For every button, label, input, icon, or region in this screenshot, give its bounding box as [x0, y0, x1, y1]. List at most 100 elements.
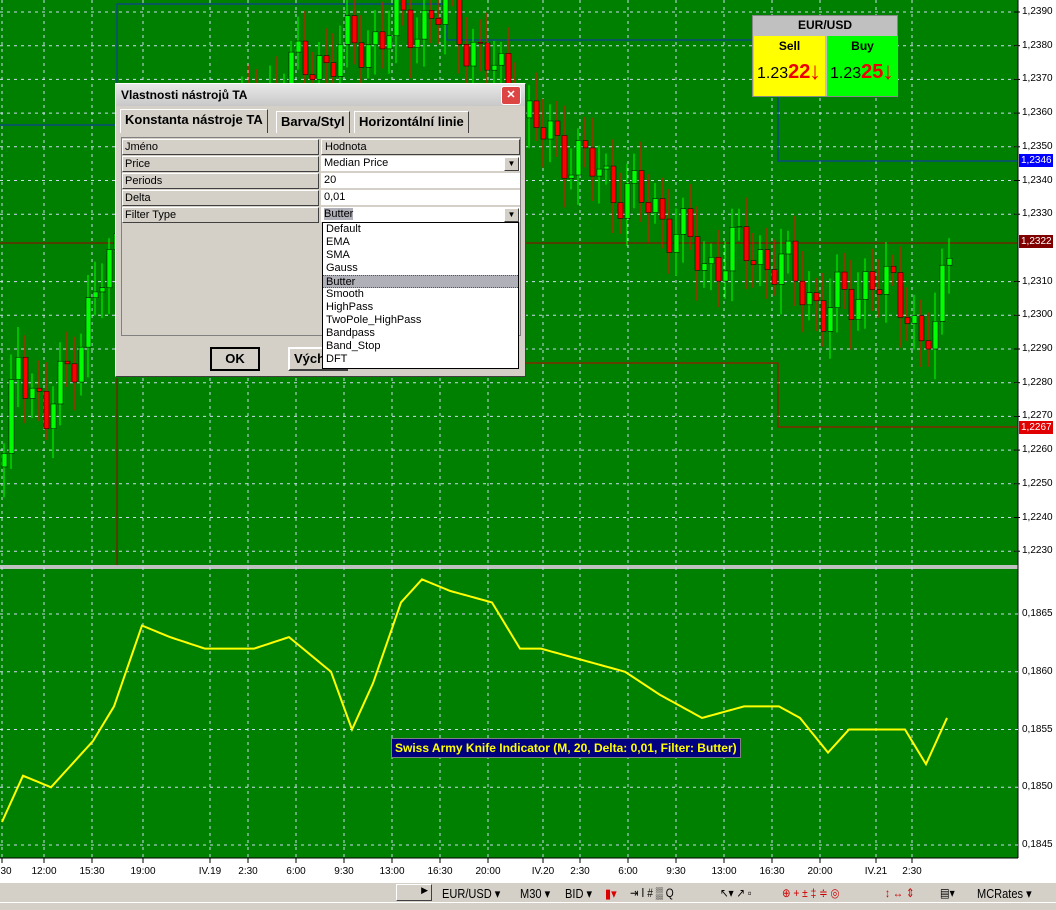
filter-option[interactable]: Band_Stop: [326, 340, 381, 352]
price-label: 1,2330: [1022, 208, 1053, 220]
candle: [652, 198, 659, 213]
candle: [78, 346, 85, 383]
filter-option[interactable]: TwoPole_HighPass: [326, 314, 422, 326]
time-label: 20:00: [475, 866, 501, 877]
tab-horizontal-lines[interactable]: Horizontální linie: [354, 111, 469, 133]
tab-constants[interactable]: Konstanta nástroje TA: [120, 109, 268, 133]
print-icon[interactable]: ▤▾: [940, 886, 955, 900]
time-label: IV.21: [864, 866, 888, 877]
candle: [603, 165, 610, 170]
price-label: 1,2350: [1022, 140, 1053, 152]
candle: [792, 240, 799, 282]
candle: [365, 44, 372, 68]
time-label: IV.20: [531, 866, 555, 877]
candle: [64, 360, 71, 365]
candle: [841, 271, 848, 290]
candle: [372, 31, 379, 46]
price-label: 1,2250: [1022, 477, 1053, 489]
price-select[interactable]: Median Price ▼: [321, 156, 520, 172]
pane-splitter[interactable]: [0, 565, 1018, 569]
filter-option[interactable]: Butter: [323, 275, 518, 288]
source-select[interactable]: MCRates ▾: [977, 886, 1032, 901]
filter-option[interactable]: HighPass: [326, 301, 374, 313]
candle: [498, 53, 505, 66]
down-arrow-icon: ↓: [882, 58, 894, 85]
chevron-down-icon[interactable]: ▼: [504, 157, 519, 171]
filter-option[interactable]: Smooth: [326, 288, 364, 300]
candle: [638, 170, 645, 203]
sell-button[interactable]: Sell 1.2322 ↓: [754, 36, 825, 96]
candle: [484, 42, 491, 71]
candle: [561, 135, 568, 179]
filter-type-select[interactable]: Butter ▼: [321, 207, 520, 223]
candle: [722, 270, 729, 282]
buy-label: Buy: [851, 39, 874, 53]
filter-option[interactable]: DFT: [326, 353, 348, 365]
filter-type-dropdown[interactable]: Default EMA SMA Gauss Butter Smooth HighPass Tw…: [322, 222, 519, 369]
candle: [85, 297, 92, 348]
candle-type-icon[interactable]: ▮▾: [605, 886, 617, 901]
candle: [799, 280, 806, 306]
candle: [400, 0, 407, 11]
candle: [764, 249, 771, 270]
periods-input[interactable]: 20: [321, 173, 520, 189]
delta-input[interactable]: 0,01: [321, 190, 520, 206]
chevron-down-icon[interactable]: ▼: [504, 208, 519, 222]
chart-tools-icons[interactable]: ⇥ Ⅰ # ▒ Q: [630, 886, 674, 900]
candle: [883, 265, 890, 295]
cursor-icon[interactable]: ↖▾ ↗ ▫: [720, 886, 752, 900]
scale-icons[interactable]: ↕ ↔ ⇕: [885, 886, 915, 900]
indicator-axis-label: 0,1860: [1022, 665, 1053, 677]
candle: [778, 253, 785, 285]
candle: [645, 202, 652, 213]
time-label: 16:30: [427, 866, 453, 877]
candle: [379, 31, 386, 50]
ta-properties-dialog: Vlastnosti nástrojů TA ✕ Konstanta nástr…: [115, 83, 526, 377]
candle: [596, 168, 603, 177]
sell-pips: 22: [788, 61, 811, 83]
indicator-line[interactable]: [1, 578, 948, 823]
candle: [540, 127, 547, 140]
timeframe-select[interactable]: M30 ▾: [520, 886, 551, 901]
side-select[interactable]: BID ▾: [565, 886, 593, 901]
filter-option[interactable]: SMA: [326, 249, 350, 261]
filter-option[interactable]: Default: [326, 223, 361, 235]
status-bar: [0, 902, 1056, 910]
candle: [708, 256, 715, 265]
time-label: 6:00: [286, 866, 306, 877]
tab-color-style[interactable]: Barva/Styl: [276, 111, 350, 133]
filter-option[interactable]: EMA: [326, 236, 350, 248]
time-label: 16:30: [759, 866, 785, 877]
filter-option[interactable]: Gauss: [326, 262, 358, 274]
close-icon[interactable]: ✕: [501, 86, 521, 105]
filter-option[interactable]: Bandpass: [326, 327, 375, 339]
time-label: 9:30: [334, 866, 354, 877]
candle: [631, 170, 638, 184]
zoom-icons[interactable]: ⊕ + ± ‡ ≑ ◎: [782, 886, 840, 900]
red-level-line-2: [525, 362, 1018, 428]
candle: [554, 120, 561, 136]
candle: [477, 41, 484, 44]
row-periods-label: Periods: [122, 173, 319, 189]
scroll-right-button[interactable]: ▶: [396, 884, 432, 901]
candle: [897, 272, 904, 318]
candle: [50, 403, 57, 429]
symbol-select[interactable]: EUR/USD ▾: [442, 886, 501, 901]
candle: [393, 0, 400, 37]
candle: [29, 387, 36, 399]
time-label: 19:00: [130, 866, 156, 877]
time-axis: [0, 858, 1056, 882]
ok-button[interactable]: OK: [210, 347, 260, 371]
candle: [316, 55, 323, 80]
candle: [456, 0, 463, 45]
candle: [421, 10, 428, 40]
price-label: 1,2230: [1022, 545, 1053, 557]
indicator-label[interactable]: Swiss Army Knife Indicator (M, 20, Delta…: [391, 738, 741, 758]
candle: [680, 208, 687, 235]
candle: [36, 387, 43, 392]
time-label: 15:30: [79, 866, 105, 877]
candle: [624, 183, 631, 219]
candle: [743, 226, 750, 261]
buy-button[interactable]: Buy 1.2325 ↓: [827, 36, 898, 96]
candle: [547, 120, 554, 140]
